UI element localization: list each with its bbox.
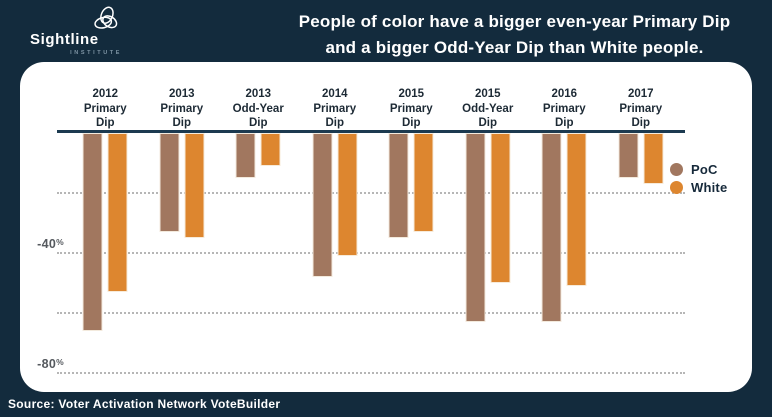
source-credit: Source: Voter Activation Network VoteBui… bbox=[8, 397, 281, 411]
gridline--20 bbox=[57, 192, 685, 194]
brand-name: Sightline bbox=[30, 31, 99, 48]
legend-item-white: White bbox=[670, 178, 727, 196]
bar-pair bbox=[235, 133, 281, 178]
white-bar-2015 bbox=[413, 133, 434, 232]
white-bar-2013 bbox=[184, 133, 205, 238]
bar-pair bbox=[618, 133, 664, 184]
category-group-2013-primary-dip: 2013 Primary Dip bbox=[144, 82, 221, 382]
category-group-2015-primary-dip: 2015 Primary Dip bbox=[373, 82, 450, 382]
poc-bar-2016 bbox=[541, 133, 562, 322]
legend-label-white: White bbox=[691, 179, 728, 195]
gridline--80 bbox=[57, 372, 685, 374]
legend: PoC White bbox=[670, 160, 727, 196]
category-group-2012-primary-dip: 2012 Primary Dip bbox=[67, 82, 144, 382]
bar-pair bbox=[465, 133, 511, 322]
bar-pair bbox=[159, 133, 205, 238]
category-label: 2012 Primary Dip bbox=[83, 88, 127, 129]
category-label: 2017 Primary Dip bbox=[619, 88, 663, 129]
category-group-2014-primary-dip: 2014 Primary Dip bbox=[297, 82, 374, 382]
legend-item-poc: PoC bbox=[670, 160, 727, 178]
category-group-2015-odd-year-dip: 2015 Odd-Year Dip bbox=[450, 82, 527, 382]
category-label: 2015 Primary Dip bbox=[389, 88, 433, 129]
white-bar-2017 bbox=[643, 133, 664, 184]
poc-bar-2013 bbox=[235, 133, 256, 178]
poc-bar-2014 bbox=[312, 133, 333, 277]
sightline-logo: Sightline INSTITUTE bbox=[30, 6, 122, 56]
poc-bar-2013 bbox=[159, 133, 180, 232]
bar-pair bbox=[541, 133, 587, 322]
gridline--60 bbox=[57, 312, 685, 314]
white-bar-2015 bbox=[490, 133, 511, 283]
brand-subtitle: INSTITUTE bbox=[70, 50, 122, 56]
poc-bar-2012 bbox=[82, 133, 103, 331]
white-swatch-icon bbox=[670, 180, 683, 194]
category-label: 2014 Primary Dip bbox=[313, 88, 357, 129]
chart-title: People of color have a bigger even-year … bbox=[265, 9, 764, 61]
poc-bar-2015 bbox=[465, 133, 486, 322]
white-bar-2014 bbox=[337, 133, 358, 256]
category-group-2013-odd-year-dip: 2013 Odd-Year Dip bbox=[220, 82, 297, 382]
legend-label-poc: PoC bbox=[691, 161, 718, 177]
white-bar-2012 bbox=[107, 133, 128, 292]
bar-pair bbox=[82, 133, 128, 331]
category-group-2016-primary-dip: 2016 Primary Dip bbox=[526, 82, 603, 382]
bar-pair bbox=[312, 133, 358, 277]
poc-swatch-icon bbox=[670, 162, 683, 176]
chart-panel: -40% -80% 2012 Primary Dip 2013 Primary Dip 201… bbox=[20, 62, 752, 392]
y-tick-label--80: -80% bbox=[37, 357, 64, 371]
white-bar-2013 bbox=[260, 133, 281, 166]
bar-groups: 2012 Primary Dip 2013 Primary Dip 2013 Odd-Year… bbox=[67, 82, 679, 382]
poc-bar-2015 bbox=[388, 133, 409, 238]
knot-icon bbox=[94, 6, 118, 29]
zero-axis-line bbox=[57, 130, 685, 133]
poc-bar-2017 bbox=[618, 133, 639, 178]
chart-title-line1: People of color have a bigger even-year … bbox=[298, 12, 731, 31]
bar-pair bbox=[388, 133, 434, 238]
category-label: 2013 Primary Dip bbox=[160, 88, 204, 129]
category-label: 2013 Odd-Year Dip bbox=[232, 88, 284, 129]
category-group-2017-primary-dip: 2017 Primary Dip bbox=[603, 82, 680, 382]
category-label: 2015 Odd-Year Dip bbox=[462, 88, 514, 129]
white-bar-2016 bbox=[566, 133, 587, 286]
category-label: 2016 Primary Dip bbox=[542, 88, 586, 129]
gridline--40 bbox=[57, 252, 685, 254]
y-tick-label--40: -40% bbox=[37, 237, 64, 251]
chart-title-line2: and a bigger Odd-Year Dip than White peo… bbox=[325, 37, 704, 57]
